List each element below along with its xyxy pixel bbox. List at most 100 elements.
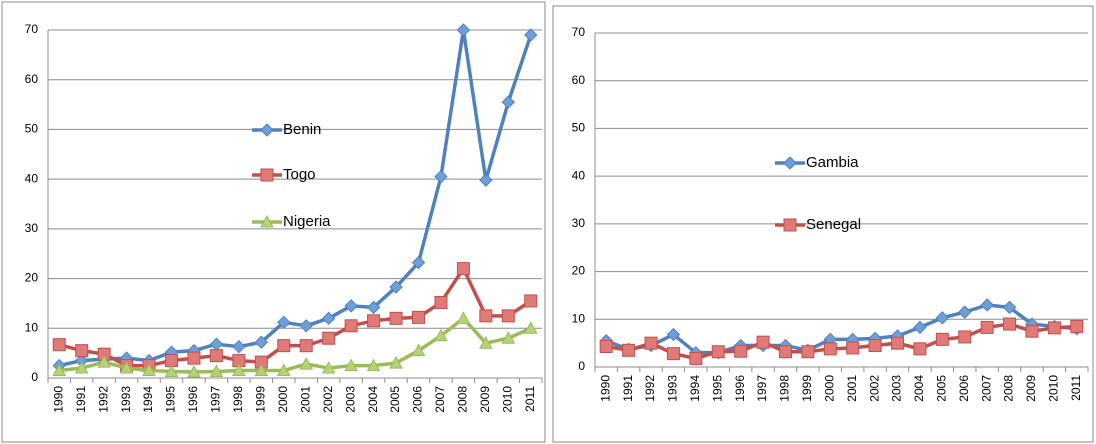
marker	[456, 262, 470, 276]
marker	[75, 344, 89, 358]
x-tick-label: 1993	[666, 375, 680, 402]
marker	[711, 345, 725, 359]
marker	[599, 339, 613, 353]
marker	[232, 363, 246, 377]
marker	[260, 123, 274, 137]
x-tick-label: 2007	[433, 386, 447, 413]
y-tick-label: 70	[572, 25, 586, 39]
x-tick-label: 2011	[1069, 375, 1083, 401]
marker	[389, 280, 403, 294]
marker	[524, 28, 538, 42]
marker	[277, 315, 291, 330]
marker	[778, 345, 792, 359]
x-tick-label: 2006	[411, 386, 425, 413]
marker	[980, 298, 994, 312]
legend-marker	[260, 123, 274, 137]
marker	[74, 361, 89, 374]
marker	[1002, 300, 1017, 315]
marker	[187, 364, 201, 378]
x-tick-label: 1995	[710, 375, 724, 402]
marker	[644, 336, 658, 350]
series	[599, 317, 1084, 365]
x-tick-label: 2007	[979, 375, 993, 402]
marker	[52, 363, 67, 377]
y-tick-label: 30	[572, 216, 586, 230]
marker	[783, 156, 797, 170]
y-tick-label: 40	[25, 171, 39, 185]
x-tick-label: 2001	[298, 386, 312, 413]
marker	[389, 311, 403, 325]
chart-frame	[552, 5, 1094, 443]
x-tick-label: 2000	[822, 375, 836, 402]
x-tick-label: 1994	[688, 375, 702, 402]
marker	[412, 310, 425, 324]
marker	[913, 320, 927, 335]
legend-label: Benin	[283, 121, 321, 138]
marker	[276, 363, 291, 377]
marker	[411, 343, 426, 357]
marker	[501, 95, 516, 109]
marker	[1003, 317, 1017, 331]
marker	[456, 311, 471, 324]
marker	[209, 364, 224, 378]
marker	[411, 255, 426, 270]
x-tick-label: 1992	[96, 386, 110, 413]
marker	[321, 361, 336, 374]
y-tick-label: 20	[25, 271, 39, 285]
x-tick-label: 1991	[74, 386, 88, 413]
x-tick-label: 2004	[366, 386, 380, 413]
x-tick-label: 2003	[890, 375, 904, 402]
marker	[299, 357, 314, 370]
x-tick-label: 2011	[523, 386, 537, 412]
marker	[666, 347, 680, 361]
marker	[846, 341, 860, 355]
marker	[366, 300, 381, 315]
marker	[187, 351, 201, 365]
marker	[734, 344, 748, 358]
y-tick-label: 30	[25, 221, 39, 235]
y-tick-label: 0	[578, 359, 585, 373]
x-tick-label: 1992	[643, 375, 657, 402]
x-tick-label: 2002	[321, 386, 335, 413]
y-tick-label: 50	[25, 122, 39, 136]
marker	[209, 349, 223, 363]
x-tick-label: 2005	[935, 375, 949, 402]
x-tick-label: 2006	[957, 375, 971, 402]
marker	[52, 338, 66, 352]
marker	[689, 351, 703, 365]
marker	[958, 305, 972, 319]
x-tick-label: 2004	[912, 375, 926, 402]
marker	[344, 319, 358, 333]
marker	[935, 311, 950, 325]
marker	[209, 337, 224, 351]
x-tick-label: 2009	[1024, 375, 1038, 402]
x-tick-label: 1996	[733, 375, 747, 402]
marker	[367, 314, 381, 328]
y-tick-label: 0	[31, 370, 38, 384]
x-tick-label: 1990	[598, 375, 612, 402]
marker	[260, 168, 274, 182]
marker	[1025, 324, 1039, 338]
legend-marker	[260, 168, 274, 182]
marker	[119, 361, 134, 374]
legend-marker	[783, 156, 797, 170]
legend-marker	[783, 218, 797, 232]
legend-label: Senegal	[806, 216, 861, 233]
y-tick-label: 10	[25, 320, 39, 334]
marker	[389, 356, 403, 369]
marker	[523, 321, 538, 334]
line	[58, 28, 533, 368]
x-tick-label: 1999	[253, 386, 267, 413]
marker	[980, 320, 994, 334]
x-tick-label: 1990	[51, 386, 65, 413]
marker	[164, 364, 179, 378]
legend-marker	[260, 214, 274, 228]
x-tick-label: 1994	[141, 386, 155, 413]
x-tick-label: 2001	[845, 375, 859, 402]
marker	[299, 319, 313, 333]
marker	[1070, 319, 1084, 333]
marker	[501, 331, 516, 344]
marker	[666, 327, 681, 342]
